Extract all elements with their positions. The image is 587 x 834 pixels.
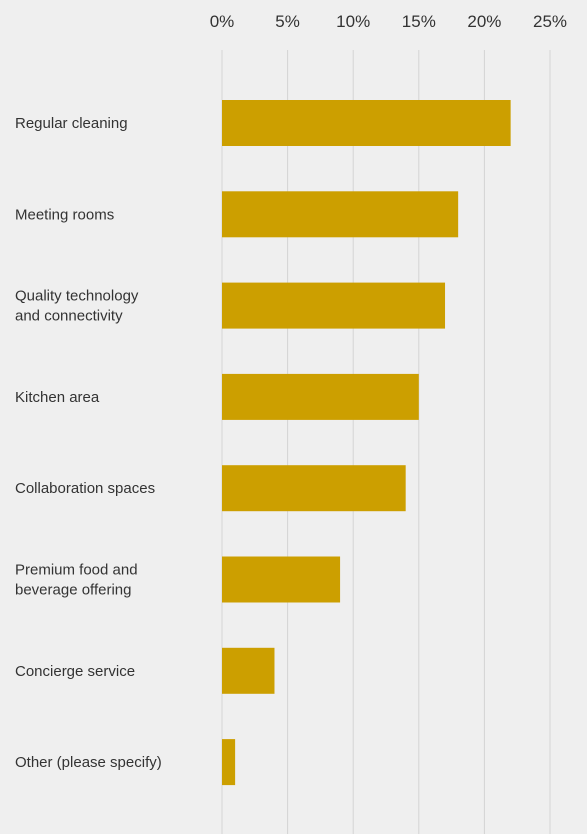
category-label: Meeting rooms (15, 206, 114, 223)
category-label-line: Concierge service (15, 663, 135, 680)
category-label: Concierge service (15, 663, 135, 680)
category-label-line: Regular cleaning (15, 115, 128, 132)
bars (222, 100, 511, 786)
bar (222, 556, 341, 603)
category-label-line: Other (please specify) (15, 754, 162, 771)
x-tick-label: 15% (402, 12, 436, 31)
category-label: Kitchen area (15, 389, 100, 406)
category-label-line: Collaboration spaces (15, 480, 155, 497)
bar (222, 647, 275, 694)
x-tick-label: 20% (467, 12, 501, 31)
category-label-line: and connectivity (15, 308, 123, 325)
bar (222, 373, 419, 420)
x-tick-label: 25% (533, 12, 567, 31)
category-label: Premium food and beverage offering (15, 562, 138, 599)
category-label: Collaboration spaces (15, 480, 155, 497)
category-label-line: Kitchen area (15, 389, 100, 406)
bar (222, 100, 511, 146)
gridlines (221, 50, 551, 834)
bar (222, 282, 446, 329)
x-tick-label: 0% (210, 12, 235, 31)
bar (222, 739, 236, 786)
category-label-line: Premium food and (15, 562, 138, 579)
bar (222, 465, 406, 512)
x-tick-label: 10% (336, 12, 370, 31)
category-label-line: Meeting rooms (15, 206, 114, 223)
x-axis-tick-labels: 0% 5% 10% 15% 20% 25% (210, 12, 567, 31)
category-label: Quality technology and connectivity (15, 288, 139, 325)
category-label: Other (please specify) (15, 754, 162, 771)
category-label-line: Quality technology (15, 288, 139, 305)
x-tick-label: 5% (275, 12, 300, 31)
bar (222, 191, 459, 238)
category-label-line: beverage offering (15, 582, 131, 599)
category-label: Regular cleaning (15, 115, 128, 132)
category-labels: Regular cleaning Meeting rooms Quality tec… (15, 115, 162, 771)
